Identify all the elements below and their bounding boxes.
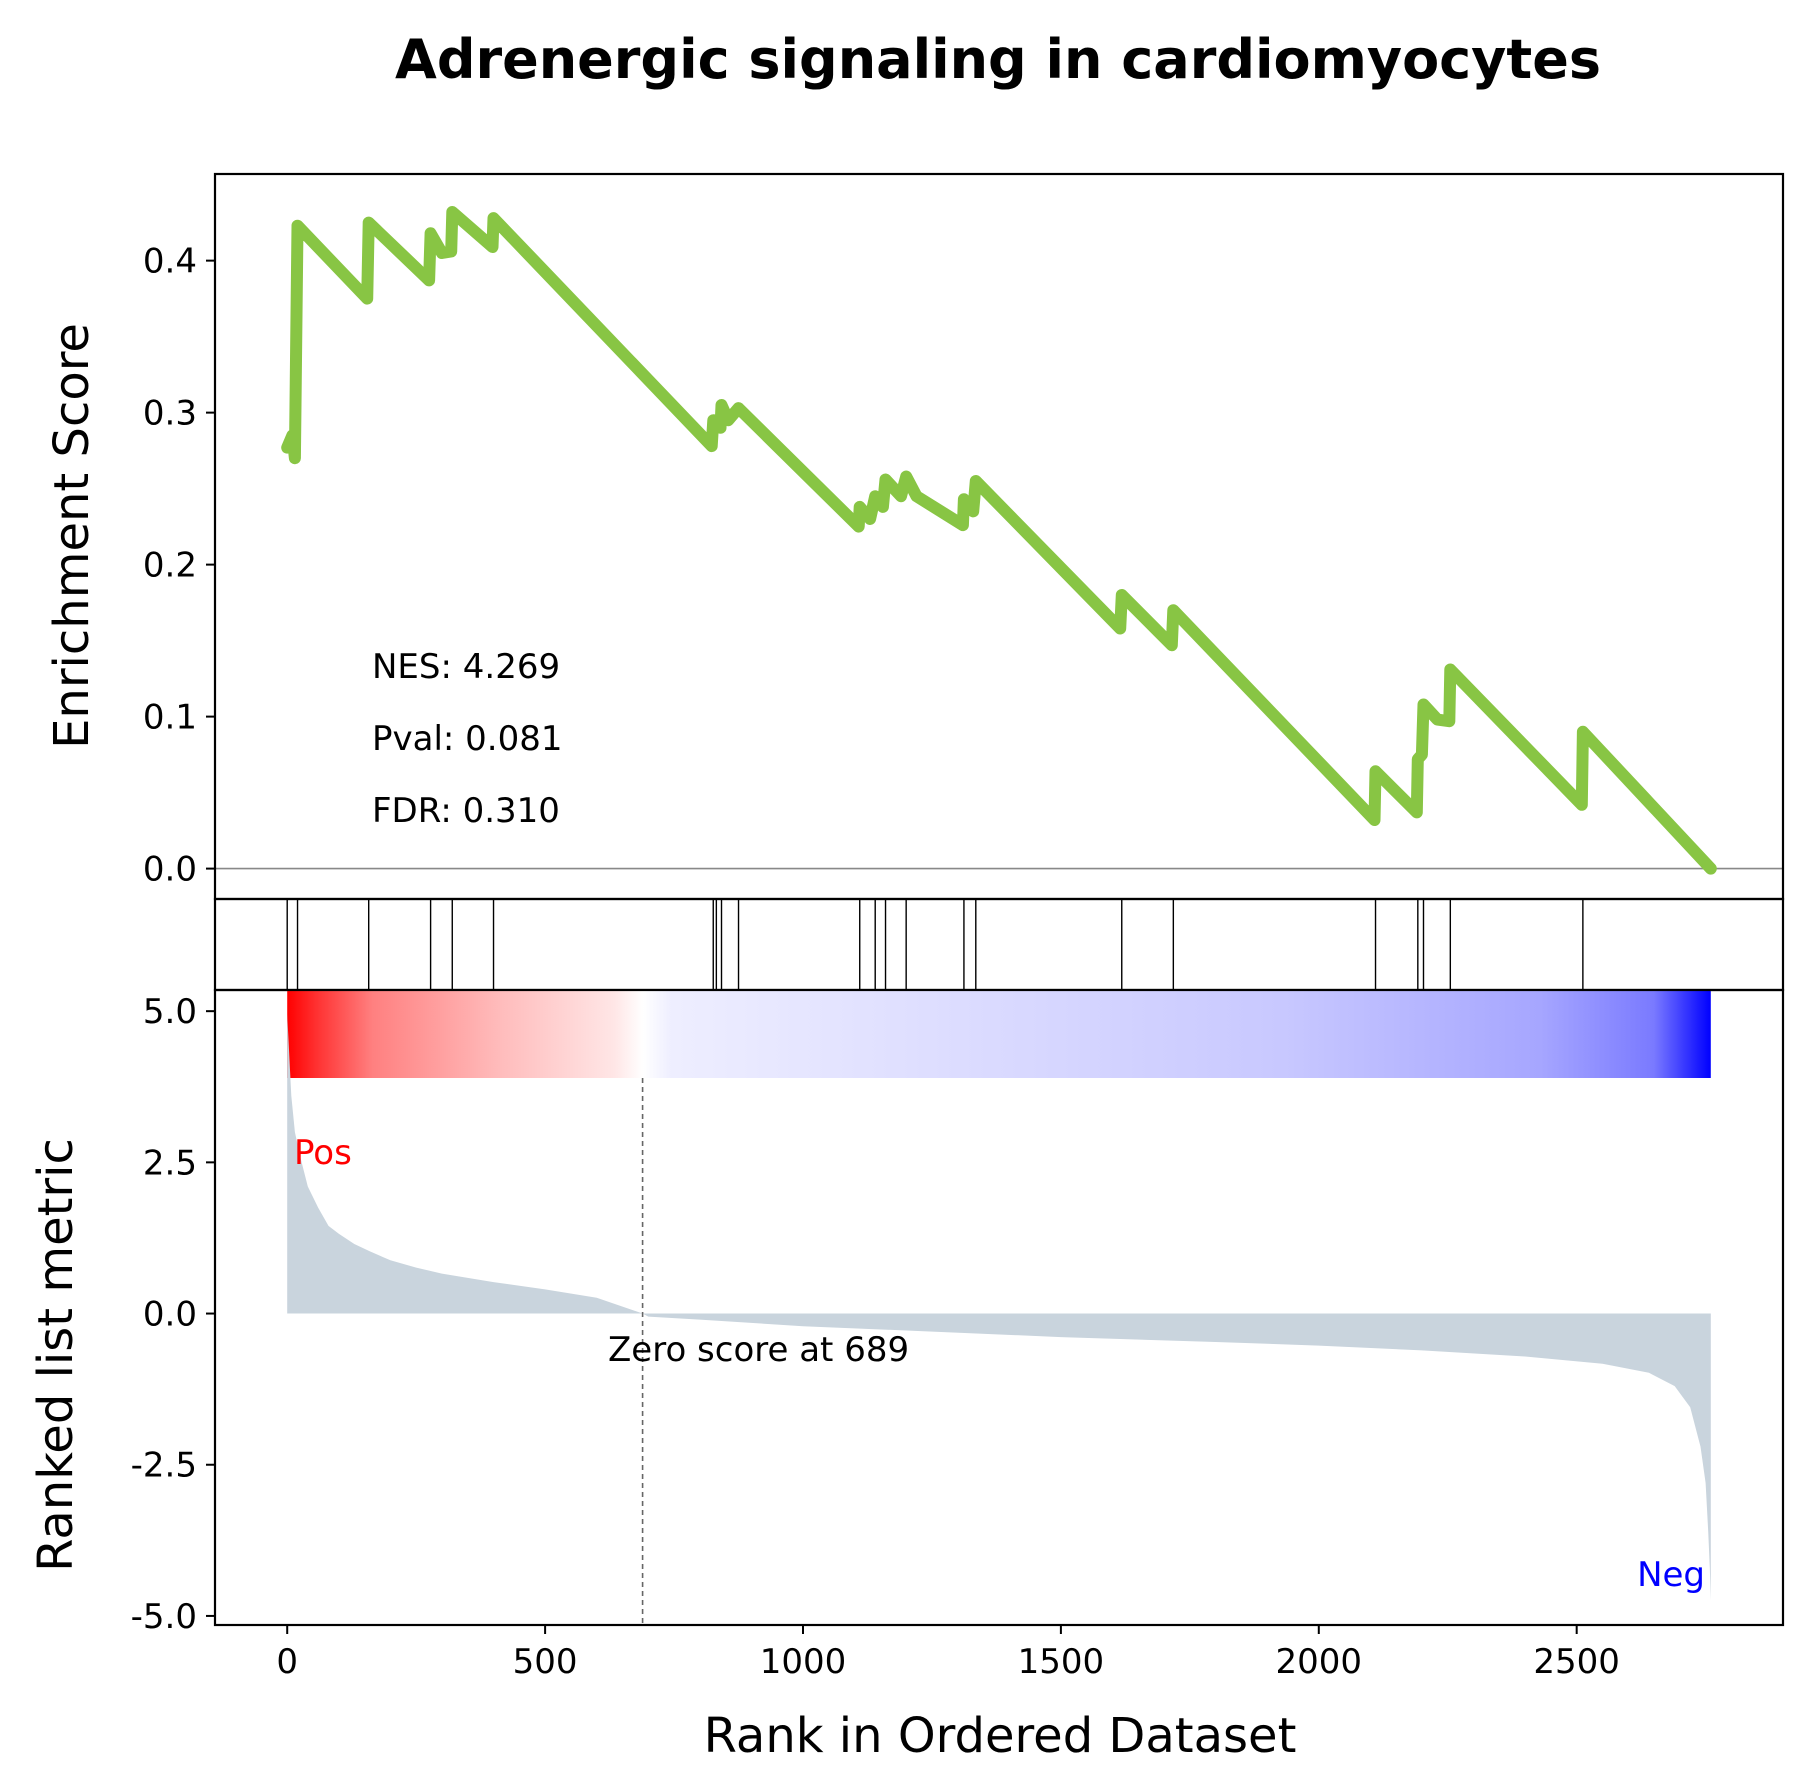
pval-label: Pval: 0.081 xyxy=(372,719,563,759)
es-y-tick-label: 0.4 xyxy=(143,242,197,282)
hit-lines xyxy=(286,899,1584,990)
running-enrichment-score-line xyxy=(281,206,1717,875)
es-y-tick-label: 0.1 xyxy=(143,698,197,738)
x-tick-label: 2500 xyxy=(1533,1642,1620,1682)
x-tick-label: 0 xyxy=(276,1642,298,1682)
metric-panel-frame xyxy=(213,988,1785,1627)
ranked-metric-panel: Zero score at 689 Pos Neg 5.0 2.5 0.0 -2.5 -… xyxy=(28,988,1785,1637)
es-y-tick-label: 0.2 xyxy=(143,546,197,586)
metric-y-tick-label: -5.0 xyxy=(131,1597,197,1637)
metric-y-tick-label: 0.0 xyxy=(143,1295,197,1335)
neg-label: Neg xyxy=(1637,1555,1705,1595)
es-y-ticks: 0.0 0.1 0.2 0.3 0.4 xyxy=(143,242,215,890)
chart-title: Adrenergic signaling in cardiomyocytes xyxy=(395,28,1601,91)
x-axis-ticks: 0 500 1000 1500 2000 2500 xyxy=(276,1625,1620,1682)
pos-label: Pos xyxy=(294,1133,352,1173)
es-y-tick-label: 0.0 xyxy=(143,850,197,890)
metric-y-ticks: 5.0 2.5 0.0 -2.5 -5.0 xyxy=(131,992,215,1637)
zero-score-label: Zero score at 689 xyxy=(608,1330,909,1370)
x-tick-label: 1500 xyxy=(1018,1642,1105,1682)
enrichment-score-panel: 0.0 0.1 0.2 0.3 0.4 NES: 4.269 Pval: 0.081 F… xyxy=(44,172,1785,901)
x-tick-label: 2000 xyxy=(1276,1642,1363,1682)
metric-y-tick-label: 2.5 xyxy=(143,1143,197,1183)
metric-y-tick-label: 5.0 xyxy=(143,992,197,1032)
ranked-metric-area xyxy=(287,1014,1711,1601)
hits-panel-frame xyxy=(213,897,1785,992)
x-axis-label: Rank in Ordered Dataset xyxy=(704,1708,1297,1764)
es-y-axis-label: Enrichment Score xyxy=(44,323,100,749)
rank-color-bar xyxy=(287,990,1711,1078)
metric-y-axis-label: Ranked list metric xyxy=(28,1138,84,1572)
fdr-label: FDR: 0.310 xyxy=(372,791,560,831)
metric-y-tick-label: -2.5 xyxy=(131,1446,197,1486)
es-y-tick-label: 0.3 xyxy=(143,394,197,434)
x-tick-label: 1000 xyxy=(760,1642,847,1682)
nes-label: NES: 4.269 xyxy=(372,647,560,687)
gene-hits-panel xyxy=(213,897,1785,992)
x-tick-label: 500 xyxy=(513,1642,578,1682)
